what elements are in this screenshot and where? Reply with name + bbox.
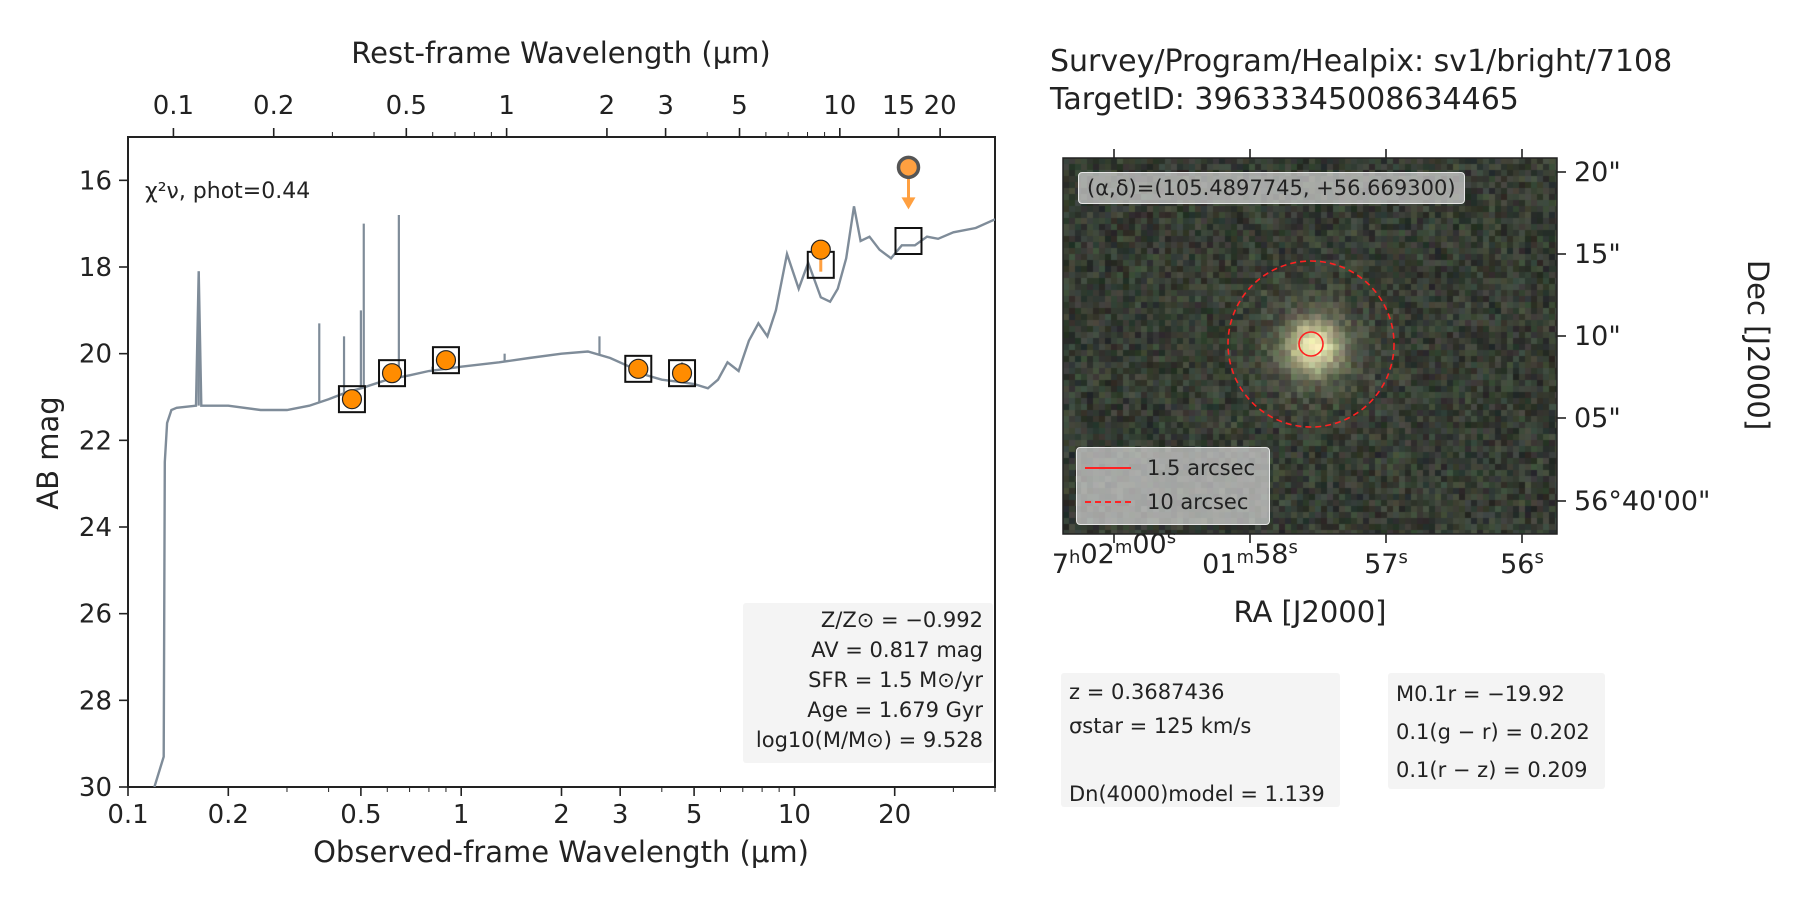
model-spectrum-line [153, 206, 995, 787]
x2-axis-label: Rest-frame Wavelength (μm) [351, 36, 770, 70]
sed-params-box: Z/Z⊙ = −0.992 AV = 0.817 mag SFR = 1.5 M… [743, 603, 993, 763]
x-axis-label: Observed-frame Wavelength (μm) [313, 835, 809, 869]
x-tick-label: 3 [612, 800, 629, 830]
survey-header: Survey/Program/Healpix: sv1/bright/7108 [1050, 44, 1673, 79]
x-tick-label: 10 [778, 800, 811, 830]
ra-axis-label: RA [J2000] [1233, 595, 1386, 629]
velocity-dispersion-value: σstar = 125 km/s [1069, 714, 1252, 738]
x-tick-label: 0.1 [107, 800, 148, 830]
y-tick-label: 30 [79, 773, 112, 803]
dashed-line-swatch [1085, 501, 1131, 503]
y-tick-label: 24 [79, 513, 112, 543]
x-tick-label: 2 [553, 800, 570, 830]
x2-tick-label: 20 [924, 91, 957, 121]
coords-label: (α,δ)=(105.4897745, +56.669300) [1078, 172, 1465, 204]
sed-chart: 0.1 0.2 0.5 1 2 3 5 10 20 0.1 0.2 0.5 1 2 3 5 10 15 20 16 18… [31, 36, 996, 869]
x2-tick-label: 0.1 [153, 91, 194, 121]
ra-tick-label: 7h02m00s [1052, 527, 1176, 580]
spacer [1069, 743, 1340, 777]
observed-photometry-point [341, 389, 363, 410]
model-photometry-square [378, 359, 407, 388]
solid-line-swatch [1085, 467, 1131, 469]
dn4000-value: Dn(4000)model = 1.139 [1069, 782, 1325, 806]
legend-label-1-5: 1.5 arcsec [1147, 456, 1256, 480]
x-tick-label: 0.5 [340, 800, 381, 830]
legend-label-10: 10 arcsec [1147, 490, 1249, 514]
x2-tick-label: 10 [823, 91, 856, 121]
legend-row-10: 10 arcsec [1085, 488, 1248, 516]
x2-tick-label: 0.5 [386, 91, 427, 121]
legend-row-1-5: 1.5 arcsec [1085, 454, 1255, 482]
redshift-info-box: z = 0.3687436 σstar = 125 km/s Dn(4000)m… [1061, 673, 1340, 807]
x-tick-label: 20 [878, 800, 911, 830]
ra-tick-label: 01m58s [1202, 537, 1298, 580]
dec-tick-label: 56°40'00" [1574, 486, 1710, 517]
x-tick-label: 1 [453, 800, 470, 830]
dec-axis-label: Dec [J2000] [1741, 260, 1775, 430]
age-label: Age = 1.679 Gyr [807, 698, 983, 722]
upper-limit-point [896, 155, 921, 180]
model-photometry-square [624, 354, 653, 383]
y-tick-label: 22 [79, 426, 112, 456]
chi2-label: χ²ν, phot=0.44 [145, 179, 310, 204]
y-tick-label: 18 [79, 253, 112, 283]
dec-tick-label: 05" [1574, 403, 1621, 434]
redshift-value: z = 0.3687436 [1069, 680, 1225, 704]
observed-photometry-point [381, 363, 403, 384]
model-photometry-square [668, 359, 697, 388]
observed-photometry-point [435, 350, 457, 371]
g-r-color-value: 0.1(g − r) = 0.202 [1396, 720, 1590, 744]
magnitude-info-box: M0.1r = −19.92 0.1(g − r) = 0.202 0.1(r … [1388, 673, 1605, 789]
r-z-color-value: 0.1(r − z) = 0.209 [1396, 758, 1588, 782]
metallicity-label: Z/Z⊙ = −0.992 [820, 608, 983, 632]
dec-tick-label: 20" [1574, 157, 1621, 188]
ra-tick-label: 57s [1364, 547, 1408, 580]
x2-tick-label: 15 [882, 91, 915, 121]
x-tick-label: 5 [686, 800, 703, 830]
ra-tick-label: 56s [1500, 547, 1544, 580]
model-photometry-square [337, 385, 366, 414]
sfr-label: SFR = 1.5 M⊙/yr [808, 668, 983, 692]
sed-plot-area: 0.1 0.2 0.5 1 2 3 5 10 20 0.1 0.2 0.5 1 2 3 5 10 15 20 16 18… [79, 91, 996, 830]
observed-photometry-point [628, 358, 649, 379]
x2-tick-label: 3 [657, 91, 674, 121]
model-photometry-square [431, 346, 460, 375]
upper-limit-arrow-head [901, 197, 916, 210]
y-tick-label: 26 [79, 600, 112, 630]
aperture-legend: 1.5 arcsec 10 arcsec [1076, 447, 1270, 525]
dec-tick-label: 10" [1574, 321, 1621, 352]
x2-tick-label: 0.2 [253, 91, 294, 121]
x-tick-label: 0.2 [208, 800, 249, 830]
x2-tick-label: 5 [731, 91, 748, 121]
observed-photometry-point [810, 239, 831, 260]
stellar-mass-label: log10(M/M⊙) = 9.528 [755, 728, 983, 752]
target-id-header: TargetID: 39633345008634465 [1050, 82, 1519, 117]
absolute-magnitude-value: M0.1r = −19.92 [1396, 682, 1565, 706]
av-label: AV = 0.817 mag [811, 638, 983, 662]
y-axis-label: AB mag [31, 396, 65, 509]
model-photometry-square [894, 227, 923, 255]
x2-tick-label: 2 [599, 91, 616, 121]
y-tick-label: 28 [79, 686, 112, 716]
y-tick-label: 16 [79, 166, 112, 196]
x2-tick-label: 1 [498, 91, 515, 121]
y-tick-label: 20 [79, 340, 112, 370]
observed-photometry-point [671, 363, 693, 384]
dec-tick-label: 15" [1574, 239, 1621, 270]
